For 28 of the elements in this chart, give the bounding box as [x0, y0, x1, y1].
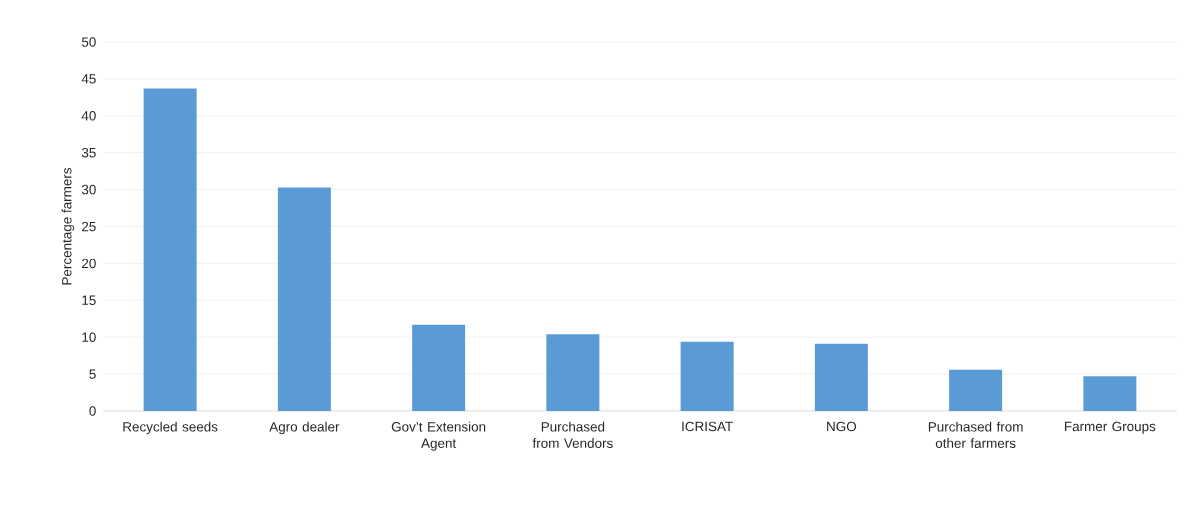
bar: [143, 88, 197, 411]
bar: [814, 343, 868, 411]
y-tick-label: 10: [82, 332, 96, 342]
bar: [412, 324, 466, 411]
y-axis-title: Percentage farmers: [61, 167, 75, 285]
y-tick-label: 50: [81, 37, 96, 47]
y-tick-label: 45: [81, 74, 96, 84]
y-tick-label: 40: [81, 111, 96, 121]
x-tick-label: Recycled seeds: [123, 421, 218, 435]
x-tick-label: Purchased from other farmers: [928, 421, 1023, 448]
bar: [546, 334, 600, 411]
x-tick-label: Agro dealer: [269, 421, 340, 435]
bar: [680, 341, 734, 411]
y-tick-label: 25: [82, 221, 96, 232]
y-tick-label: 35: [81, 147, 96, 158]
y-tick-label: 20: [82, 258, 96, 269]
y-tick-label: 5: [89, 369, 96, 379]
bar: [949, 369, 1003, 411]
y-tick-label: 0: [89, 406, 96, 416]
x-tick-label: NGO: [827, 421, 857, 432]
y-tick-label: 15: [82, 295, 96, 305]
bar: [1083, 376, 1137, 411]
y-tick-label: 30: [81, 184, 96, 195]
x-tick-label: Farmer Groups: [1065, 421, 1156, 434]
x-tick-label: ICRISAT: [682, 421, 733, 432]
bar: [277, 187, 331, 411]
x-tick-label: Gov’t Extension Agent: [391, 421, 486, 451]
x-tick-label: Purchased from Vendors: [532, 421, 613, 448]
